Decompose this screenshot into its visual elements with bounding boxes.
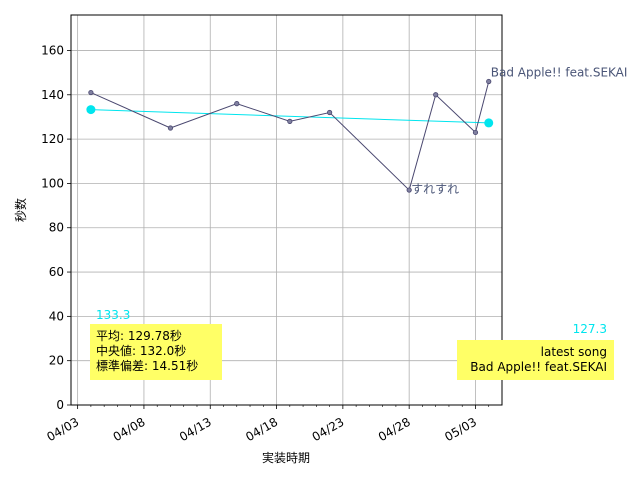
x-axis-label: 実装時期 xyxy=(262,450,310,465)
data-point xyxy=(89,90,93,94)
y-tick-label: 100 xyxy=(41,176,64,190)
x-tick-label: 04/23 xyxy=(310,415,347,444)
y-tick-label: 160 xyxy=(41,43,64,57)
x-tick-label: 04/18 xyxy=(243,415,280,444)
y-axis-label: 秒数 xyxy=(13,198,28,222)
y-tick-label: 60 xyxy=(49,265,64,279)
x-tick-label: 04/08 xyxy=(111,415,148,444)
trend-start-label: 133.3 xyxy=(96,308,130,322)
stats-box-line: 中央値: 132.0秒 xyxy=(96,343,186,358)
stats-box-line: 標準偏差: 14.51秒 xyxy=(96,358,198,373)
latest-box-line: Bad Apple!! feat.SEKAI xyxy=(470,360,607,374)
axis-ticks: 0 20 40 60 80 100 120 140 160 04/03 04/08 04/13 04/1… xyxy=(41,43,489,444)
data-point xyxy=(327,110,331,114)
data-point xyxy=(168,126,172,130)
data-point xyxy=(235,101,239,105)
x-tick-label: 04/13 xyxy=(177,415,214,444)
data-point xyxy=(473,130,477,134)
data-point xyxy=(288,119,292,123)
trend-line-group: 133.3 127.3 xyxy=(86,105,607,336)
trend-end-label: 127.3 xyxy=(573,322,607,336)
x-tick-label: 04/28 xyxy=(376,415,413,444)
y-tick-label: 140 xyxy=(41,88,64,102)
x-tick-label: 05/03 xyxy=(442,415,479,444)
annotations: すれすれ Bad Apple!! feat.SEKAI xyxy=(411,65,627,196)
series-line xyxy=(91,81,489,190)
data-point xyxy=(487,79,491,83)
annotation-label: Bad Apple!! feat.SEKAI xyxy=(491,65,628,79)
y-tick-label: 80 xyxy=(49,221,64,235)
annotation-label: すれすれ xyxy=(411,182,459,196)
y-tick-label: 20 xyxy=(49,354,64,368)
trend-end-point xyxy=(484,118,493,127)
stats-box-line: 平均: 129.78秒 xyxy=(96,329,182,343)
series-group xyxy=(89,79,491,192)
latest-box-line: latest song xyxy=(541,345,607,359)
x-tick-label: 04/03 xyxy=(44,415,81,444)
trend-start-point xyxy=(86,105,95,114)
data-point xyxy=(433,93,437,97)
y-tick-label: 40 xyxy=(49,309,64,323)
y-tick-label: 0 xyxy=(56,398,64,412)
y-tick-label: 120 xyxy=(41,132,64,146)
